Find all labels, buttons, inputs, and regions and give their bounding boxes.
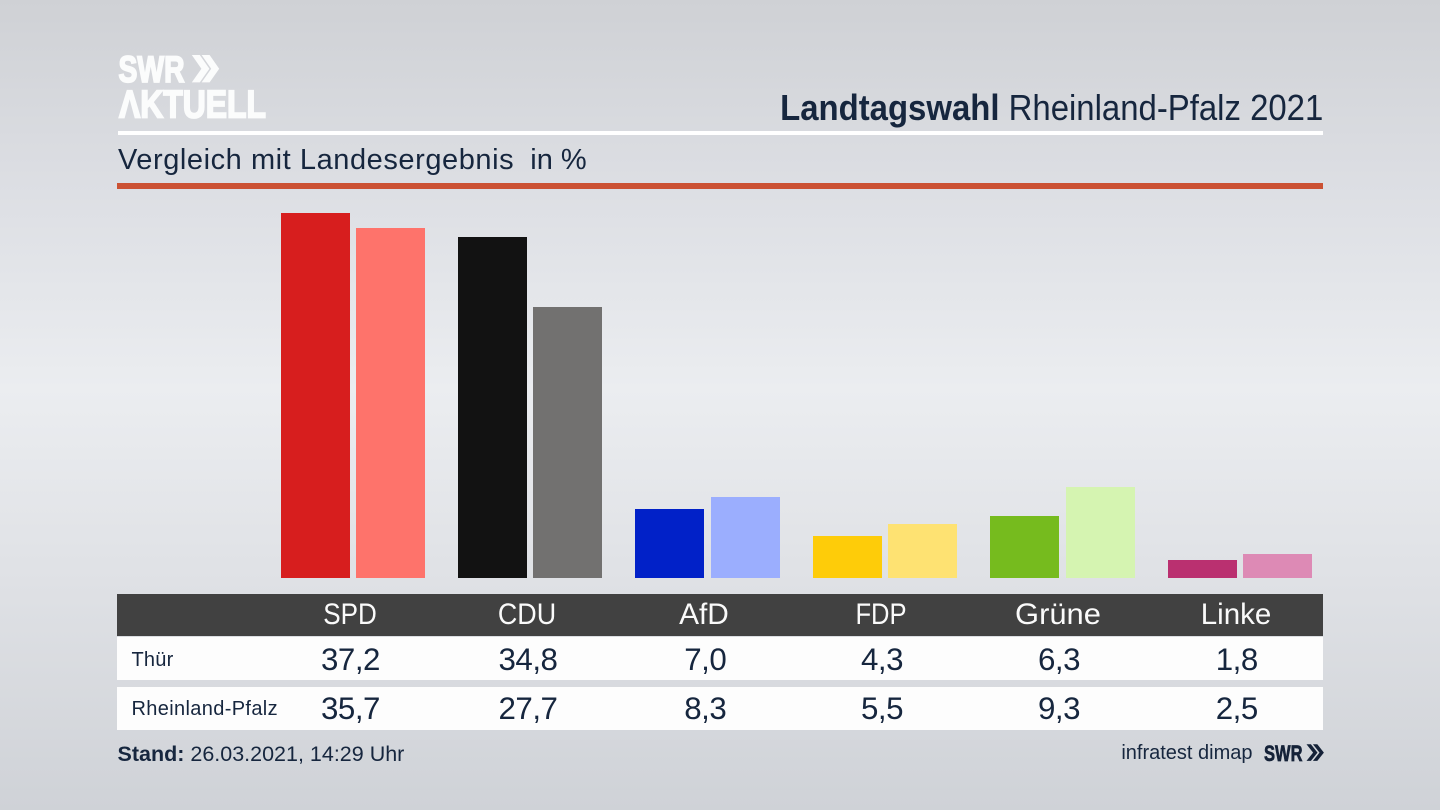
svg-text:SWR: SWR (119, 49, 185, 90)
svg-text:ΛKTUELL: ΛKTUELL (119, 84, 266, 127)
svg-text:SWR: SWR (1264, 741, 1303, 766)
